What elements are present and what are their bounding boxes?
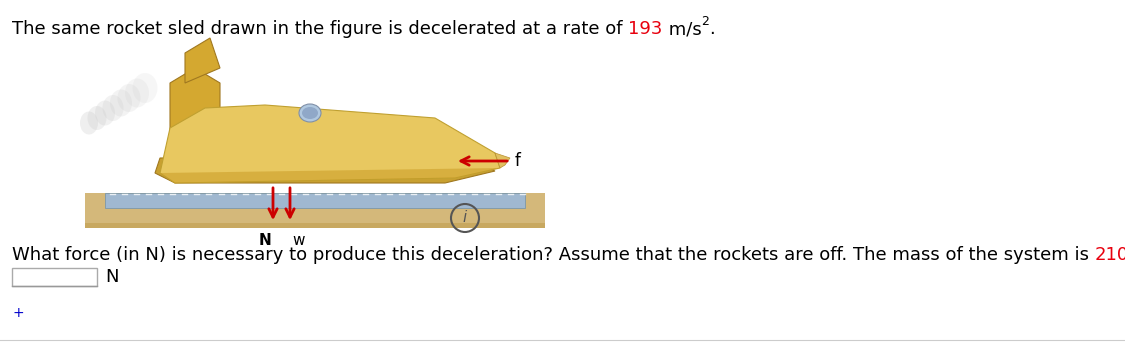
Bar — [12, 268, 97, 286]
Text: The same rocket sled drawn in the figure is decelerated at a rate of: The same rocket sled drawn in the figure… — [12, 20, 628, 38]
Ellipse shape — [102, 95, 124, 121]
Text: 193: 193 — [628, 20, 663, 38]
Polygon shape — [160, 168, 500, 183]
Ellipse shape — [94, 101, 115, 126]
Text: w: w — [292, 233, 305, 248]
Polygon shape — [86, 193, 544, 228]
Text: m/s: m/s — [663, 20, 701, 38]
Polygon shape — [155, 155, 495, 183]
Polygon shape — [170, 68, 220, 133]
Text: .: . — [709, 20, 716, 38]
Ellipse shape — [88, 106, 107, 130]
Polygon shape — [86, 223, 544, 228]
Polygon shape — [495, 153, 510, 168]
Text: 2: 2 — [701, 15, 709, 28]
Text: 2100: 2100 — [1095, 246, 1125, 264]
Ellipse shape — [133, 73, 158, 103]
Text: What force (in N) is necessary to produce this deceleration? Assume that the roc: What force (in N) is necessary to produc… — [12, 246, 1095, 264]
Ellipse shape — [110, 89, 132, 117]
Text: N: N — [259, 233, 271, 248]
Polygon shape — [160, 105, 500, 183]
Text: +: + — [12, 306, 24, 320]
Text: i: i — [462, 210, 467, 226]
Ellipse shape — [299, 104, 321, 122]
Text: N: N — [105, 268, 118, 286]
Polygon shape — [105, 193, 525, 208]
Polygon shape — [184, 38, 220, 83]
Ellipse shape — [302, 107, 318, 119]
Ellipse shape — [125, 78, 148, 107]
Text: f: f — [515, 152, 521, 170]
Ellipse shape — [117, 84, 141, 112]
Ellipse shape — [80, 112, 98, 134]
